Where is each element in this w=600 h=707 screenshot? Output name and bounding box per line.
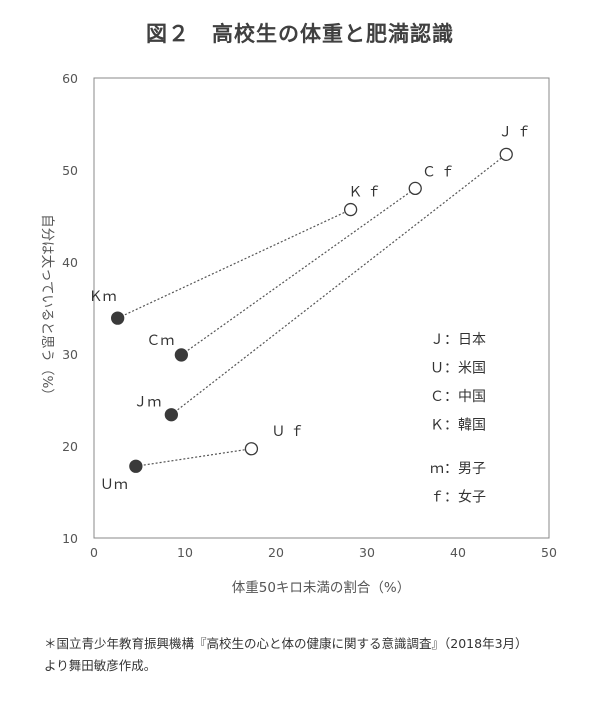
legend-country-entry: Ｕ：米国 [430, 361, 486, 377]
point-female [343, 202, 358, 217]
y-axis-label: 自分は太っていると思う（%） [39, 214, 55, 402]
point-label: Ｋ ｆ [348, 185, 380, 201]
point-label: Ｃｍ [146, 333, 174, 349]
point-label: Ｕ ｆ [271, 424, 303, 440]
x-tick-label: 0 [90, 545, 98, 560]
point-label: Ｊｍ [133, 395, 161, 411]
point-label: Ｊ ｆ [498, 124, 530, 140]
source-note-line-1: ＊国立青少年教育振興機構『高校生の心と体の健康に関する意識調査』（2018年3月… [44, 636, 528, 651]
x-tick-label: 10 [177, 545, 193, 560]
plot-area [93, 77, 550, 539]
x-tick-label: 20 [268, 545, 284, 560]
source-note: ＊国立青少年教育振興機構『高校生の心と体の健康に関する意識調査』（2018年3月… [44, 633, 584, 677]
point-female [408, 181, 422, 196]
point-label: Ｃ ｆ [422, 164, 454, 180]
legend-gender-entry: ｆ：女子 [430, 489, 486, 506]
connector-line [117, 209, 351, 319]
point-label: Ｕｍ [100, 477, 128, 493]
point-male [164, 408, 179, 422]
connector-line [135, 448, 252, 467]
x-tick-label: 30 [359, 545, 375, 560]
chart-title: 図２ 高校生の体重と肥満認識 [146, 22, 454, 46]
point-female [499, 147, 513, 162]
point-male [129, 459, 143, 473]
point-female [244, 442, 259, 456]
y-tick-label: 20 [62, 439, 78, 454]
x-tick-label: 50 [541, 545, 557, 560]
x-axis-label: 体重50キロ未満の割合（%） [232, 579, 411, 596]
point-male [111, 311, 125, 325]
y-tick-label: 10 [62, 531, 78, 546]
legend-gender-entry: ｍ：男子 [430, 461, 486, 477]
legend-country-entry: Ｊ：日本 [430, 332, 486, 348]
legend-country-entry: Ｃ：中国 [430, 389, 486, 405]
point-label: Ｋｍ [89, 289, 117, 305]
legend-country-entry: Ｋ：韓国 [430, 418, 486, 434]
x-tick-label: 40 [450, 545, 466, 560]
y-tick-label: 60 [62, 71, 78, 86]
y-tick-label: 50 [62, 163, 78, 178]
point-male [174, 348, 189, 362]
connector-line [170, 153, 507, 416]
y-tick-label: 30 [62, 347, 78, 362]
y-tick-label: 40 [62, 255, 78, 270]
source-note-line-2: より舞田敏彦作成。 [44, 658, 157, 673]
